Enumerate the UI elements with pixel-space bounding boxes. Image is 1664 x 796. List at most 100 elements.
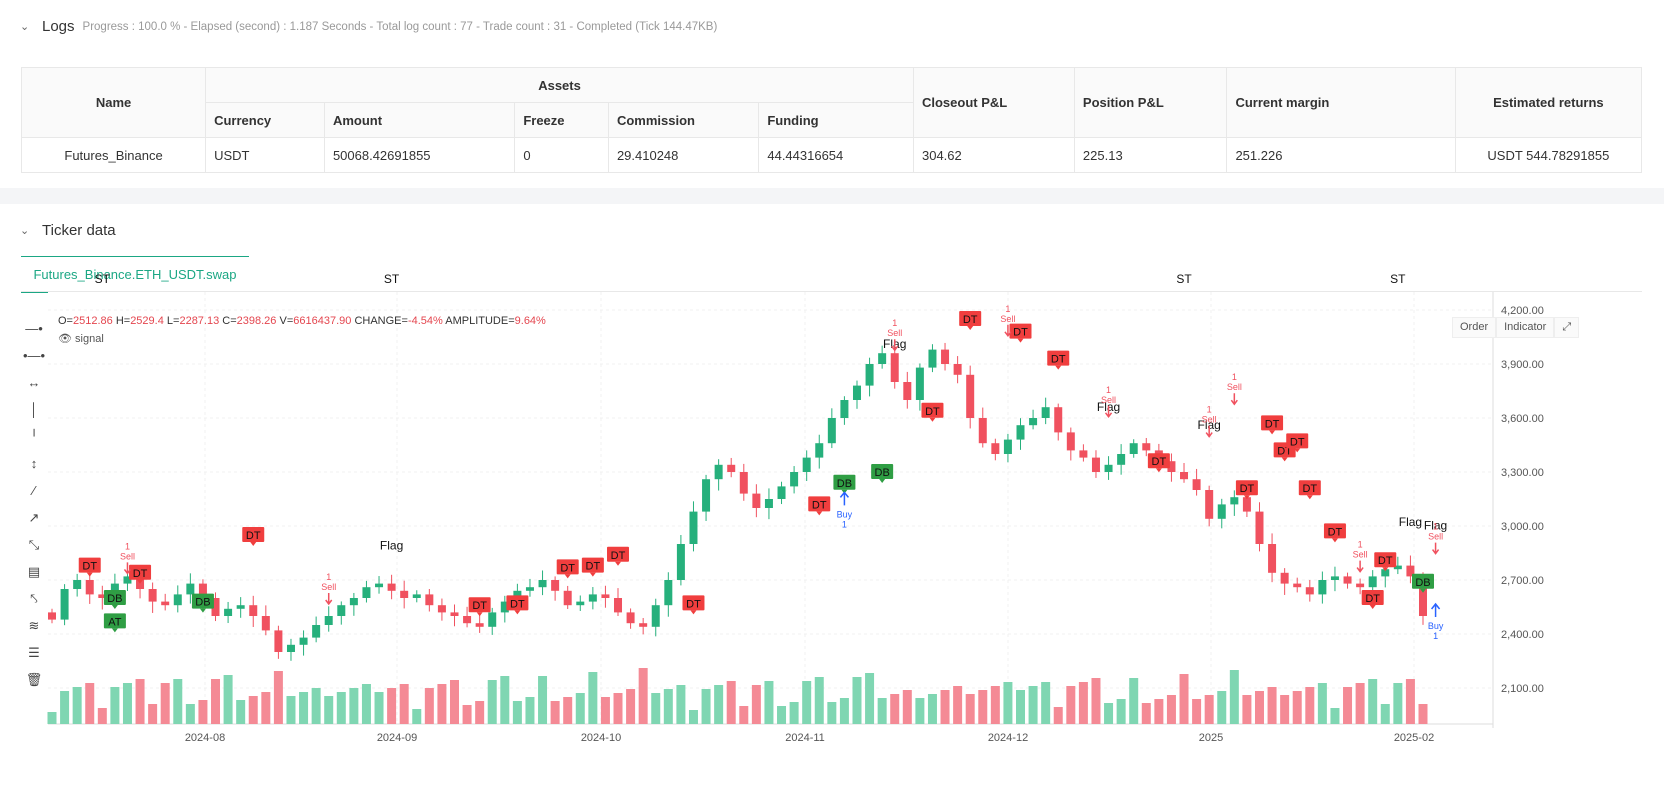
pattern-marker	[556, 559, 579, 575]
candle-body	[614, 598, 623, 613]
vertical-segment-icon[interactable]: ↕	[30, 456, 38, 471]
pattern-label: DT	[82, 561, 97, 573]
candle-body	[488, 612, 497, 627]
volume-bar	[814, 677, 824, 724]
horizontal-line-icon[interactable]: •—•	[22, 348, 46, 363]
candle-body	[375, 583, 384, 588]
volume-bar	[563, 697, 573, 724]
volume-bar	[211, 679, 221, 724]
candle-body	[903, 382, 912, 400]
chart-buttons: Order Indicator ⤢	[1452, 317, 1580, 338]
extended-line-icon[interactable]: ⤡	[28, 536, 40, 552]
o-label: O=	[58, 315, 73, 327]
trade-label: Sell	[1202, 415, 1217, 425]
chevron-down-icon[interactable]: ⌄	[20, 21, 30, 33]
volume-bar	[1066, 686, 1076, 724]
volume-bar	[399, 684, 409, 724]
candle-body	[463, 616, 472, 624]
volume-bar	[1078, 682, 1088, 724]
pattern-marker-tip	[615, 561, 622, 566]
volume-bar	[261, 692, 271, 724]
pattern-label: DT	[963, 314, 978, 326]
volume-bar	[714, 685, 724, 724]
candle-body	[1305, 587, 1314, 595]
pattern-marker-tip	[1369, 605, 1376, 609]
candle-body	[1406, 565, 1415, 577]
volume-bar	[1267, 687, 1277, 724]
volume-bar	[47, 712, 57, 724]
price-range-icon[interactable]: ▤	[27, 563, 41, 579]
candle-body	[85, 580, 94, 595]
y-tick-label: 2,400.00	[1501, 629, 1544, 641]
fullscreen-icon[interactable]: ⤢	[1554, 317, 1580, 338]
ray-line-icon[interactable]: ↗	[28, 509, 40, 525]
parallel-channel-icon[interactable]: ⤣	[30, 590, 38, 606]
candle-body	[73, 580, 82, 589]
pattern-marker	[103, 590, 126, 605]
volume-bar	[1229, 670, 1239, 724]
vertical-line-icon[interactable]: │	[29, 402, 39, 417]
volume-bar	[72, 687, 82, 724]
signal-legend[interactable]: 👁 signal	[58, 332, 104, 345]
pattern-marker-tip	[86, 572, 93, 577]
pitchfork-icon[interactable]: ≋	[28, 617, 40, 633]
trend-line-icon[interactable]: ∕	[32, 483, 36, 498]
candle-body	[752, 493, 761, 508]
candle-body	[966, 374, 975, 418]
pattern-label: DT	[586, 561, 601, 573]
pattern-label: DT	[1051, 354, 1066, 366]
volume-bar	[349, 688, 359, 724]
segment-icon[interactable]: ↔	[27, 375, 41, 390]
candle-body	[261, 616, 270, 631]
table-row: Futures_Binance USDT 50068.42691855 0 29…	[20, 137, 1643, 173]
vertical-ray-icon[interactable]: ╵	[30, 428, 38, 444]
candle-body	[1066, 432, 1075, 451]
candle-body	[437, 605, 446, 613]
horizontal-ray-icon[interactable]: —•	[25, 321, 43, 336]
volume-bar	[374, 692, 384, 724]
order-button[interactable]: Order	[1452, 317, 1497, 338]
volume-bar	[286, 696, 296, 724]
candle-body	[425, 594, 434, 606]
candle-body	[1280, 572, 1289, 584]
trade-label: Buy	[837, 509, 853, 519]
candle-body	[1419, 576, 1427, 616]
volume-bar	[1104, 703, 1114, 724]
volume-bar	[1016, 690, 1026, 724]
volume-bar	[877, 698, 887, 724]
y-tick-label: 2,700.00	[1501, 575, 1544, 587]
volume-bar	[990, 686, 1000, 724]
x-tick-label: 2024-11	[785, 732, 825, 744]
ticker-title: Ticker data	[42, 222, 116, 239]
pattern-marker-tip	[1281, 457, 1288, 462]
pattern-marker-tip	[929, 417, 936, 422]
c-label: C=	[222, 315, 237, 327]
sell-arrow-icon	[1104, 405, 1113, 419]
ticker-header[interactable]: ⌄ Ticker data	[20, 222, 116, 239]
indicator-button[interactable]: Indicator	[1496, 317, 1555, 338]
pattern-label: DB	[1415, 577, 1430, 589]
cell-commission: 29.410248	[607, 137, 760, 173]
volume-bar	[475, 701, 485, 724]
l-label: L=	[166, 315, 180, 327]
chevron-down-icon[interactable]: ⌄	[20, 225, 30, 237]
candle-body	[689, 511, 698, 544]
volume-bar	[361, 684, 371, 724]
volume-bar	[185, 704, 195, 724]
pattern-marker-tip	[476, 612, 483, 617]
volume-bar	[1179, 674, 1189, 724]
candle-body	[236, 605, 245, 609]
candle-body	[412, 594, 421, 598]
pattern-label: DT	[1302, 483, 1317, 495]
pattern-label: DT	[1013, 327, 1028, 339]
x-tick-label: 2024-10	[581, 732, 621, 744]
pattern-marker	[1009, 323, 1032, 339]
logs-header[interactable]: ⌄ Logs Progress : 100.0 % - Elapsed (sec…	[20, 18, 717, 35]
candle-body	[500, 601, 509, 613]
trash-icon[interactable]: 🗑	[25, 671, 43, 687]
eye-icon[interactable]: 👁	[58, 333, 72, 345]
fib-icon[interactable]: ☰	[28, 644, 40, 660]
volume-bar	[852, 677, 862, 724]
candle-body	[727, 464, 736, 472]
